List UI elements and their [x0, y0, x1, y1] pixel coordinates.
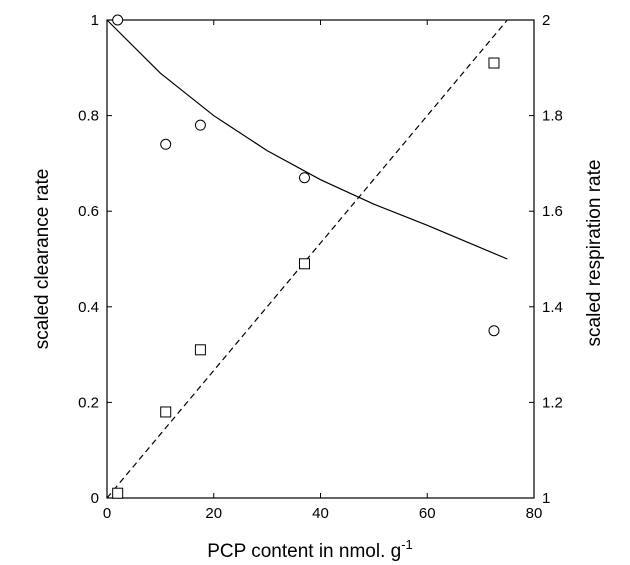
x-tick-label: 60 — [419, 505, 436, 522]
y-right-tick-label: 2 — [542, 12, 550, 29]
clearance-fit-curve — [106, 19, 508, 260]
y-right-tick-label: 1.4 — [542, 299, 563, 316]
plot-frame — [106, 19, 535, 499]
markers-layer — [112, 14, 500, 499]
respiration-point — [112, 487, 124, 499]
x-tick-label: 40 — [312, 505, 329, 522]
clearance-point — [194, 119, 206, 131]
y-left-axis-title: scaled clearance rate — [32, 169, 53, 350]
x-tick-label: 0 — [103, 505, 111, 522]
y-left-tick-label: 0.6 — [78, 203, 99, 220]
y-left-tick-label: 0.2 — [78, 394, 99, 411]
y-left-tick-label: 0.4 — [78, 299, 99, 316]
clearance-point — [488, 325, 500, 337]
y-right-tick-label: 1.6 — [542, 203, 563, 220]
x-tick-label: 20 — [205, 505, 222, 522]
y-left-tick-label: 0.8 — [78, 108, 99, 125]
y-right-axis-title: scaled respiration rate — [584, 160, 605, 347]
clearance-point — [112, 14, 124, 26]
respiration-point — [298, 258, 310, 270]
x-tick-label: 80 — [526, 505, 543, 522]
x-axis-title: PCP content in nmol. g-1 — [207, 537, 413, 562]
y-right-tick-label: 1.2 — [542, 394, 563, 411]
respiration-point — [194, 344, 206, 356]
respiration-point — [488, 57, 500, 69]
ticks-layer: 0 20 40 60 80 0 0.2 0.4 0.6 0.8 1 1 1.2 1.4 1.6 1.8 2 — [78, 12, 563, 522]
y-left-tick-label: 0 — [91, 490, 99, 507]
respiration-point — [160, 406, 172, 418]
clearance-point — [160, 138, 172, 150]
y-right-tick-label: 1.8 — [542, 108, 563, 125]
y-right-tick-label: 1 — [542, 490, 550, 507]
x-axis-title-superscript: -1 — [401, 537, 413, 552]
y-left-tick-label: 1 — [91, 12, 99, 29]
clearance-point — [298, 172, 310, 184]
